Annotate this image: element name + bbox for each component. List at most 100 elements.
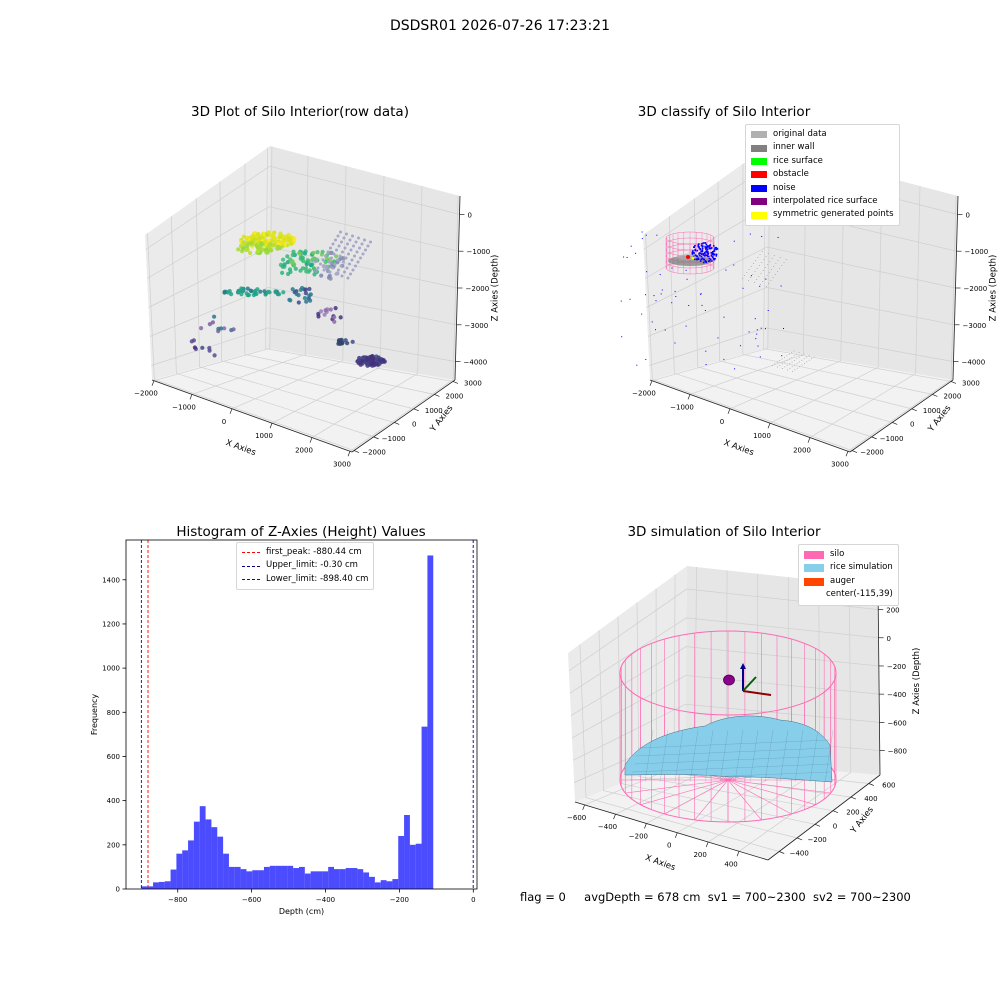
raw-point xyxy=(255,249,261,254)
classify-x-tick xyxy=(807,437,811,443)
raw-point xyxy=(239,249,245,254)
classify-noise-point xyxy=(651,321,653,323)
raw-point xyxy=(328,307,333,312)
histogram-bar xyxy=(398,835,405,889)
raw-point xyxy=(252,231,257,236)
classify-noise-point xyxy=(701,246,704,248)
raw-point xyxy=(315,250,320,255)
raw-point xyxy=(240,287,245,292)
classify-original-point xyxy=(808,359,810,361)
raw-point xyxy=(313,268,319,274)
raw-point xyxy=(340,240,343,244)
raw-x-tick xyxy=(269,423,273,429)
classify-noise-point xyxy=(688,305,690,306)
classify-x-grid xyxy=(847,195,957,452)
raw-point xyxy=(297,251,302,256)
simulation-y-axis-line xyxy=(767,774,881,861)
classify-legend-item: obstacle xyxy=(751,168,894,181)
raw-point xyxy=(360,242,364,246)
classify-noise-point xyxy=(629,298,631,300)
raw-point xyxy=(354,240,358,244)
raw-point xyxy=(350,339,355,344)
raw-z-tick-label: −3000 xyxy=(465,322,489,330)
classify-original-point xyxy=(794,360,795,361)
simulation-y-grid xyxy=(636,602,834,812)
classify-y-grid xyxy=(717,181,912,410)
histogram-bar xyxy=(246,871,253,889)
classify-noise-point xyxy=(691,253,694,255)
classify-noise-point xyxy=(698,252,701,254)
simulation-y-tick-label: −200 xyxy=(808,836,827,844)
raw-point xyxy=(244,247,249,252)
classify-noise-point xyxy=(707,255,709,258)
histogram-bar xyxy=(328,866,335,889)
raw-point xyxy=(337,268,340,272)
simulation-z-tick-label: −200 xyxy=(887,663,906,671)
classify-noise-point xyxy=(734,368,736,370)
classify-original-point xyxy=(754,271,756,272)
classify-noise-point xyxy=(655,300,657,302)
raw-point xyxy=(374,354,379,359)
classify-noise-point xyxy=(765,278,767,280)
raw-y-grid xyxy=(265,147,454,382)
classify-original-point xyxy=(773,266,775,267)
simulation-z-tick-label: −400 xyxy=(887,691,906,699)
raw-point xyxy=(307,286,312,292)
raw-z-tick-label: −2000 xyxy=(466,285,490,293)
classify-original-point xyxy=(784,357,785,358)
raw-point xyxy=(212,314,217,319)
classify-x-tick xyxy=(649,380,653,386)
legend-label: silo xyxy=(830,549,845,559)
raw-x-tick xyxy=(189,394,193,400)
raw-point xyxy=(216,329,221,334)
raw-point xyxy=(307,293,312,298)
classify-original-point xyxy=(791,361,793,363)
classify-noise-point xyxy=(715,246,718,249)
classify-noise-point xyxy=(705,243,708,246)
classify-noise-point xyxy=(693,246,695,248)
raw-point xyxy=(335,248,338,252)
histogram-y-tick-label: 200 xyxy=(107,841,120,849)
classify-x-tick-label: −1000 xyxy=(670,403,694,411)
histogram-y-tick-label: 800 xyxy=(107,709,120,717)
simulation-x-axis-label: X Axies xyxy=(644,853,677,873)
classify-original-point xyxy=(771,269,772,270)
raw-point xyxy=(316,266,320,270)
raw-y-grid xyxy=(170,216,374,438)
classify-original-point xyxy=(779,268,781,269)
classify-noise-point xyxy=(713,254,715,256)
classify-original-point xyxy=(784,366,786,368)
raw-point xyxy=(319,273,324,278)
legend-swatch xyxy=(804,564,824,573)
raw-point xyxy=(336,258,339,262)
histogram-bar xyxy=(205,819,212,889)
raw-point xyxy=(339,264,343,268)
classify-original-point xyxy=(760,284,761,285)
raw-x-tick xyxy=(229,408,233,414)
raw-point xyxy=(245,286,250,291)
raw-point xyxy=(281,257,286,262)
classify-noise-point xyxy=(709,245,711,247)
classify-original-point xyxy=(765,256,767,257)
classify-original-point xyxy=(796,367,798,369)
legend-label: auger xyxy=(830,575,855,586)
raw-x-tick-label: −1000 xyxy=(172,403,196,411)
classify-noise-point xyxy=(704,251,706,254)
raw-y-grid xyxy=(195,198,395,423)
histogram-x-tick-label: −400 xyxy=(316,896,335,904)
classify-y-tick xyxy=(851,450,858,453)
classify-legend-item: symmetric generated points xyxy=(751,208,894,221)
raw-point xyxy=(210,320,215,325)
simulation-silo-floor-spoke xyxy=(640,779,729,805)
classify-original-point xyxy=(773,255,775,256)
histogram-bar xyxy=(269,865,276,889)
classify-original-point xyxy=(788,353,790,355)
simulation-z-axis-line xyxy=(877,586,881,776)
raw-point xyxy=(300,266,305,271)
classify-original-point xyxy=(770,280,772,281)
simulation-rice-mesh xyxy=(633,755,831,765)
classify-original-point xyxy=(811,358,813,360)
raw-x-tick xyxy=(151,380,155,386)
histogram-bar xyxy=(193,821,200,889)
raw-point xyxy=(319,309,324,314)
